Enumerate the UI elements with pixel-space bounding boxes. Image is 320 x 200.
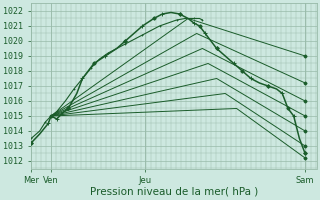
X-axis label: Pression niveau de la mer( hPa ): Pression niveau de la mer( hPa ) (90, 187, 258, 197)
